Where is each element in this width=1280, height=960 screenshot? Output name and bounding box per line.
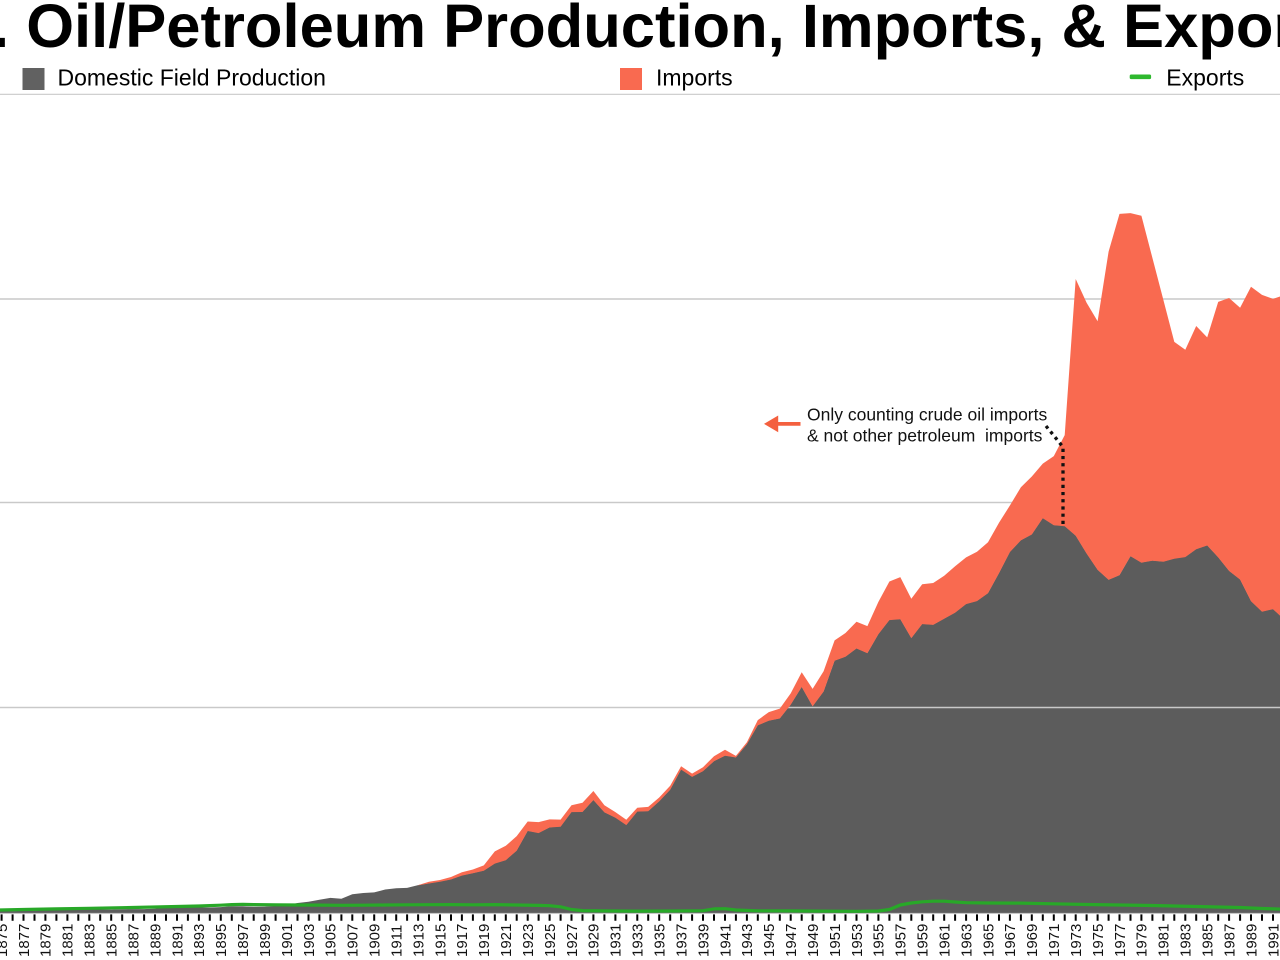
svg-text:1977: 1977 bbox=[1112, 924, 1129, 957]
svg-text:1907: 1907 bbox=[345, 924, 362, 957]
svg-text:1955: 1955 bbox=[871, 924, 888, 957]
svg-text:1953: 1953 bbox=[849, 924, 866, 957]
svg-text:1973: 1973 bbox=[1068, 924, 1085, 957]
svg-text:1939: 1939 bbox=[695, 924, 712, 957]
svg-text:1903: 1903 bbox=[301, 924, 318, 957]
svg-text:1945: 1945 bbox=[761, 924, 778, 957]
svg-text:Exports: Exports bbox=[1166, 64, 1244, 90]
svg-text:1933: 1933 bbox=[630, 924, 647, 957]
svg-text:1893: 1893 bbox=[191, 924, 208, 957]
svg-text:Domestic Field Production: Domestic Field Production bbox=[58, 64, 326, 90]
svg-text:1971: 1971 bbox=[1046, 924, 1063, 957]
svg-text:1983: 1983 bbox=[1178, 924, 1195, 957]
svg-text:1891: 1891 bbox=[169, 924, 186, 957]
svg-text:1935: 1935 bbox=[652, 924, 669, 957]
svg-text:1959: 1959 bbox=[915, 924, 932, 957]
svg-text:1883: 1883 bbox=[82, 924, 99, 957]
svg-text:1927: 1927 bbox=[564, 924, 581, 957]
svg-text:1899: 1899 bbox=[257, 924, 274, 957]
svg-text:U.S. Oil/Petroleum Production,: U.S. Oil/Petroleum Production, Imports, … bbox=[0, 0, 1280, 61]
svg-text:Imports: Imports bbox=[656, 64, 733, 90]
svg-text:1929: 1929 bbox=[586, 924, 603, 957]
svg-text:1941: 1941 bbox=[717, 924, 734, 957]
svg-text:1901: 1901 bbox=[279, 924, 296, 957]
svg-text:& not other petroleum imports: & not other petroleum imports bbox=[807, 425, 1043, 445]
svg-text:1949: 1949 bbox=[805, 924, 822, 957]
svg-text:1979: 1979 bbox=[1134, 924, 1151, 957]
svg-text:1975: 1975 bbox=[1090, 924, 1107, 957]
svg-text:1917: 1917 bbox=[454, 924, 471, 957]
svg-text:1889: 1889 bbox=[147, 924, 164, 957]
svg-text:1877: 1877 bbox=[16, 924, 33, 957]
svg-text:1921: 1921 bbox=[498, 924, 515, 957]
svg-text:1991: 1991 bbox=[1265, 924, 1280, 957]
svg-text:1963: 1963 bbox=[958, 924, 975, 957]
svg-text:1969: 1969 bbox=[1024, 924, 1041, 957]
svg-text:1981: 1981 bbox=[1156, 924, 1173, 957]
svg-text:1987: 1987 bbox=[1221, 924, 1238, 957]
svg-text:1937: 1937 bbox=[673, 924, 690, 957]
svg-text:1957: 1957 bbox=[893, 924, 910, 957]
svg-text:1951: 1951 bbox=[827, 924, 844, 957]
svg-text:Only counting crude oil import: Only counting crude oil imports bbox=[807, 405, 1047, 425]
svg-text:1881: 1881 bbox=[60, 924, 77, 957]
svg-text:1919: 1919 bbox=[476, 924, 493, 957]
svg-text:1911: 1911 bbox=[389, 925, 406, 957]
svg-text:1897: 1897 bbox=[235, 924, 252, 957]
svg-text:1965: 1965 bbox=[980, 924, 997, 957]
svg-text:1905: 1905 bbox=[323, 924, 340, 957]
svg-text:1915: 1915 bbox=[432, 924, 449, 957]
svg-text:1989: 1989 bbox=[1243, 924, 1260, 957]
svg-text:1985: 1985 bbox=[1200, 924, 1217, 957]
svg-text:1943: 1943 bbox=[739, 924, 756, 957]
svg-text:1895: 1895 bbox=[213, 924, 230, 957]
svg-text:1967: 1967 bbox=[1002, 924, 1019, 957]
svg-text:1931: 1931 bbox=[608, 924, 625, 957]
svg-text:1923: 1923 bbox=[520, 924, 537, 957]
svg-text:1879: 1879 bbox=[38, 924, 55, 957]
svg-text:1913: 1913 bbox=[410, 924, 427, 957]
svg-text:1925: 1925 bbox=[542, 924, 559, 957]
svg-text:1947: 1947 bbox=[783, 924, 800, 957]
svg-text:1909: 1909 bbox=[367, 924, 384, 957]
svg-text:1961: 1961 bbox=[937, 924, 954, 957]
svg-text:1887: 1887 bbox=[125, 924, 142, 957]
svg-text:1885: 1885 bbox=[104, 924, 121, 957]
svg-text:1875: 1875 bbox=[0, 924, 11, 957]
